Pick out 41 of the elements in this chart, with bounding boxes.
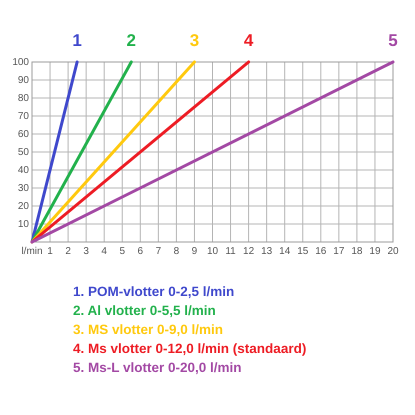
- x-tick-label: 15: [297, 246, 309, 258]
- x-tick-label: 3: [83, 246, 90, 258]
- x-tick-label: 10: [206, 246, 218, 258]
- x-tick-label: 6: [138, 246, 144, 258]
- y-tick-label: 70: [18, 111, 30, 122]
- annotation: 1: [72, 31, 82, 50]
- text: 2. Al vlotter 0-5,5 l/min: [73, 303, 216, 318]
- text: 4. Ms vlotter 0-12,0 l/min (standaard): [73, 341, 306, 356]
- y-tick-label: 60: [18, 129, 30, 140]
- annotation: 2: [126, 31, 136, 50]
- x-tick-label: 18: [351, 246, 363, 258]
- y-tick-label: 90: [18, 75, 30, 86]
- y-tick-label: 40: [18, 165, 30, 176]
- x-tick-label: 14: [279, 246, 291, 258]
- text: 1. POM-vlotter 0-2,5 l/min: [73, 284, 234, 299]
- x-tick-label: 7: [156, 246, 162, 258]
- x-tick-label: 9: [192, 246, 198, 258]
- text: 3. MS vlotter 0-9,0 l/min: [73, 322, 224, 337]
- annotation: 4: [244, 31, 254, 50]
- x-tick-label: 17: [333, 246, 345, 258]
- x-tick-label: 12: [243, 246, 255, 258]
- y-tick-label: 10: [18, 219, 30, 230]
- y-tick-label: 50: [18, 147, 30, 158]
- x-tick-label: 8: [174, 246, 180, 258]
- y-tick-label: 20: [18, 201, 30, 212]
- y-tick-label: 100: [12, 57, 30, 68]
- x-tick-label: 16: [315, 246, 327, 258]
- x-tick-label: 19: [369, 246, 381, 258]
- y-tick-label: 80: [18, 93, 30, 104]
- annotation: 3: [190, 31, 200, 50]
- x-tick-label: 13: [261, 246, 273, 258]
- x-tick-label: 5: [119, 246, 126, 258]
- x-tick-label: 20: [387, 246, 399, 258]
- text: 5. Ms-L vlotter 0-20,0 l/min: [73, 360, 242, 375]
- x-tick-label: l/min: [21, 246, 43, 258]
- x-tick-label: 1: [47, 246, 54, 258]
- x-tick-label: 4: [101, 246, 108, 258]
- x-tick-label: 2: [65, 246, 72, 258]
- annotation: 5: [388, 31, 398, 50]
- y-tick-label: 30: [18, 183, 30, 194]
- x-tick-label: 11: [225, 246, 236, 258]
